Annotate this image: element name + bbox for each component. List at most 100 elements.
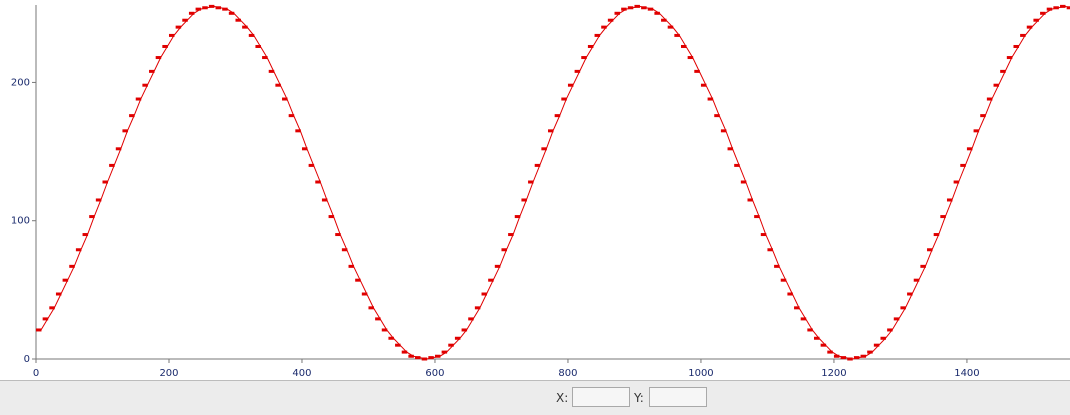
step [301, 147, 308, 151]
step [521, 198, 527, 202]
step [1060, 4, 1066, 8]
step [315, 180, 321, 184]
step [188, 11, 195, 15]
step [627, 6, 634, 10]
step [62, 278, 69, 282]
step [574, 69, 581, 73]
step [368, 306, 374, 310]
step [893, 317, 900, 321]
step [681, 44, 687, 48]
step [69, 264, 75, 268]
chart: 0 100 200 0 200 400 600 800 1000 1200 1400 [11, 4, 1070, 379]
step [980, 114, 986, 118]
step [621, 7, 627, 11]
step [288, 114, 295, 118]
step [448, 343, 454, 347]
step [135, 97, 142, 101]
step [481, 292, 488, 296]
step [162, 44, 168, 48]
step [986, 97, 993, 101]
step [927, 248, 933, 252]
step [1033, 18, 1039, 22]
x-label: X: [556, 391, 569, 405]
step [129, 114, 135, 118]
step [993, 83, 1000, 87]
step [202, 6, 208, 10]
x-tick-label: 0 [33, 368, 39, 379]
y-tick-label: 0 [24, 354, 30, 365]
step [335, 233, 341, 237]
step [415, 356, 421, 360]
step [1026, 25, 1033, 29]
step [694, 69, 700, 73]
step [215, 6, 222, 10]
step [262, 56, 268, 60]
step [168, 33, 175, 37]
step [820, 343, 827, 347]
step [614, 11, 621, 15]
step [887, 328, 893, 332]
step [1053, 6, 1059, 10]
step [401, 350, 408, 354]
step [667, 25, 674, 29]
step [375, 317, 381, 321]
step [554, 114, 561, 118]
step [514, 215, 521, 219]
step [754, 215, 760, 219]
step [1020, 33, 1026, 37]
step [501, 248, 507, 252]
status-bar: X: Y: [0, 380, 1070, 415]
step [973, 129, 980, 133]
step [740, 180, 747, 184]
step [428, 356, 434, 360]
x-tick-label: 800 [558, 368, 577, 379]
step [1013, 44, 1019, 48]
step [228, 11, 235, 15]
step [75, 248, 82, 252]
step [348, 264, 355, 268]
step [195, 7, 202, 11]
step [601, 25, 607, 29]
step [774, 264, 780, 268]
step [109, 163, 115, 167]
step [813, 336, 820, 340]
step [1040, 11, 1046, 15]
step [960, 163, 966, 167]
step [182, 18, 188, 22]
step [82, 233, 89, 237]
x-tick-label: 1400 [954, 368, 979, 379]
step [1006, 56, 1013, 60]
step [647, 7, 654, 11]
x-tick-label: 1000 [688, 368, 713, 379]
y-tick-label: 200 [11, 77, 30, 88]
step [488, 278, 494, 282]
x-tick-label: 400 [292, 368, 311, 379]
step [441, 350, 448, 354]
step [847, 357, 853, 361]
step [587, 44, 594, 48]
step [674, 33, 680, 37]
step [95, 198, 102, 202]
step [142, 83, 148, 87]
step [840, 356, 847, 360]
step [328, 215, 335, 219]
step [787, 292, 793, 296]
step [661, 18, 667, 22]
step [727, 147, 734, 151]
step [794, 306, 800, 310]
step [933, 233, 940, 237]
step [734, 163, 740, 167]
step [780, 278, 787, 282]
step [966, 147, 973, 151]
step [454, 336, 461, 340]
x-tick-label: 200 [159, 368, 178, 379]
step [36, 328, 42, 332]
x-tick-label: 1200 [821, 368, 846, 379]
step [388, 336, 394, 340]
step [953, 180, 960, 184]
step [880, 336, 886, 340]
step [321, 198, 328, 202]
y-input[interactable] [649, 387, 707, 407]
step [468, 317, 474, 321]
x-input[interactable] [572, 387, 630, 407]
